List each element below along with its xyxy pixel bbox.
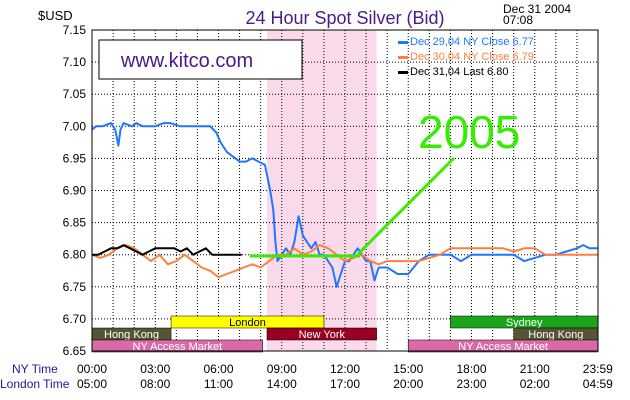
session-label: New York xyxy=(299,329,346,341)
session-label: NY Access Market xyxy=(458,341,548,353)
date-line-2: 07:08 xyxy=(503,13,533,27)
series-lines xyxy=(91,122,598,288)
ny-tick-label: 12:00 xyxy=(330,362,360,376)
annotation-arrow xyxy=(356,156,456,256)
background-layer xyxy=(266,30,377,351)
london-tick-label: 20:00 xyxy=(393,377,423,391)
session-label: NY Access Market xyxy=(133,341,223,353)
london-tick-label: 14:00 xyxy=(267,377,297,391)
y-tick-label: 6.80 xyxy=(63,248,87,262)
london-tick-label: 04:59 xyxy=(583,377,613,391)
london-tick-label: 08:00 xyxy=(140,377,170,391)
ny-time-label: NY Time xyxy=(12,362,58,376)
london-tick-label: 23:00 xyxy=(456,377,486,391)
session-label: London xyxy=(229,317,266,329)
london-tick-label: 11:00 xyxy=(204,377,233,391)
session-bar xyxy=(170,315,325,329)
ny-tick-label: 09:00 xyxy=(267,362,297,376)
ny-tick-label: 06:00 xyxy=(203,362,233,376)
legend-entry: Dec 29,04 NY Close 6.77 xyxy=(410,36,534,48)
y-tick-label: 7.05 xyxy=(63,87,87,101)
legend: Dec 29,04 NY Close 6.77 Dec 30,04 NY Clos… xyxy=(398,36,534,78)
ny-tick-label: 00:00 xyxy=(77,362,107,376)
legend-swatch xyxy=(398,41,408,44)
chart-title: 24 Hour Spot Silver (Bid) xyxy=(245,8,444,28)
watermark: www.kitco.com xyxy=(120,50,253,72)
y-tick-label: 7.10 xyxy=(63,55,87,69)
y-tick-label: 6.75 xyxy=(63,280,87,294)
legend-swatch xyxy=(398,71,408,74)
series-line xyxy=(91,122,598,288)
watermark-box xyxy=(98,39,303,80)
london-tick-label: 05:00 xyxy=(77,377,107,391)
plot-frame xyxy=(91,29,599,352)
y-tick-label: 6.85 xyxy=(63,216,87,230)
session-label: Sydney xyxy=(506,317,543,329)
ny-tick-label: 23:59 xyxy=(583,362,613,376)
session-bar xyxy=(266,327,377,341)
annotation-label: 2005 xyxy=(418,106,520,158)
y-tick-label: 7.00 xyxy=(63,119,87,133)
legend-entry: Dec 30,04 NY Close 6.79 xyxy=(410,51,534,63)
unit-label: $USD xyxy=(38,8,73,23)
series-line xyxy=(92,244,242,256)
date-line-1: Dec 31 2004 xyxy=(503,2,571,16)
legend-entry: Dec 31,04 Last 6.80 xyxy=(410,66,508,78)
ny-tick-label: 03:00 xyxy=(140,362,170,376)
axes: 7.15 7.10 7.05 7.00 6.95 6.90 6.85 6.80 6.75 6.70… xyxy=(63,23,613,391)
y-tick-label: 6.65 xyxy=(63,344,87,358)
y-tick-label: 6.70 xyxy=(63,312,87,326)
ny-session-highlight xyxy=(266,30,377,351)
london-tick-label: 17:00 xyxy=(330,377,360,391)
y-tick-label: 7.15 xyxy=(63,23,87,37)
london-tick-label: 02:00 xyxy=(520,377,550,391)
series-line xyxy=(91,244,598,279)
ny-tick-label: 21:00 xyxy=(520,362,550,376)
ny-tick-label: 18:00 xyxy=(456,362,486,376)
legend-swatch xyxy=(398,56,408,59)
session-label: Hong Kong xyxy=(104,329,159,341)
y-tick-label: 6.90 xyxy=(63,184,87,198)
y-tick-label: 6.95 xyxy=(63,151,87,165)
ny-tick-label: 15:00 xyxy=(393,362,423,376)
session-label: Hong Kong xyxy=(528,329,583,341)
london-time-label: London Time xyxy=(0,377,70,391)
